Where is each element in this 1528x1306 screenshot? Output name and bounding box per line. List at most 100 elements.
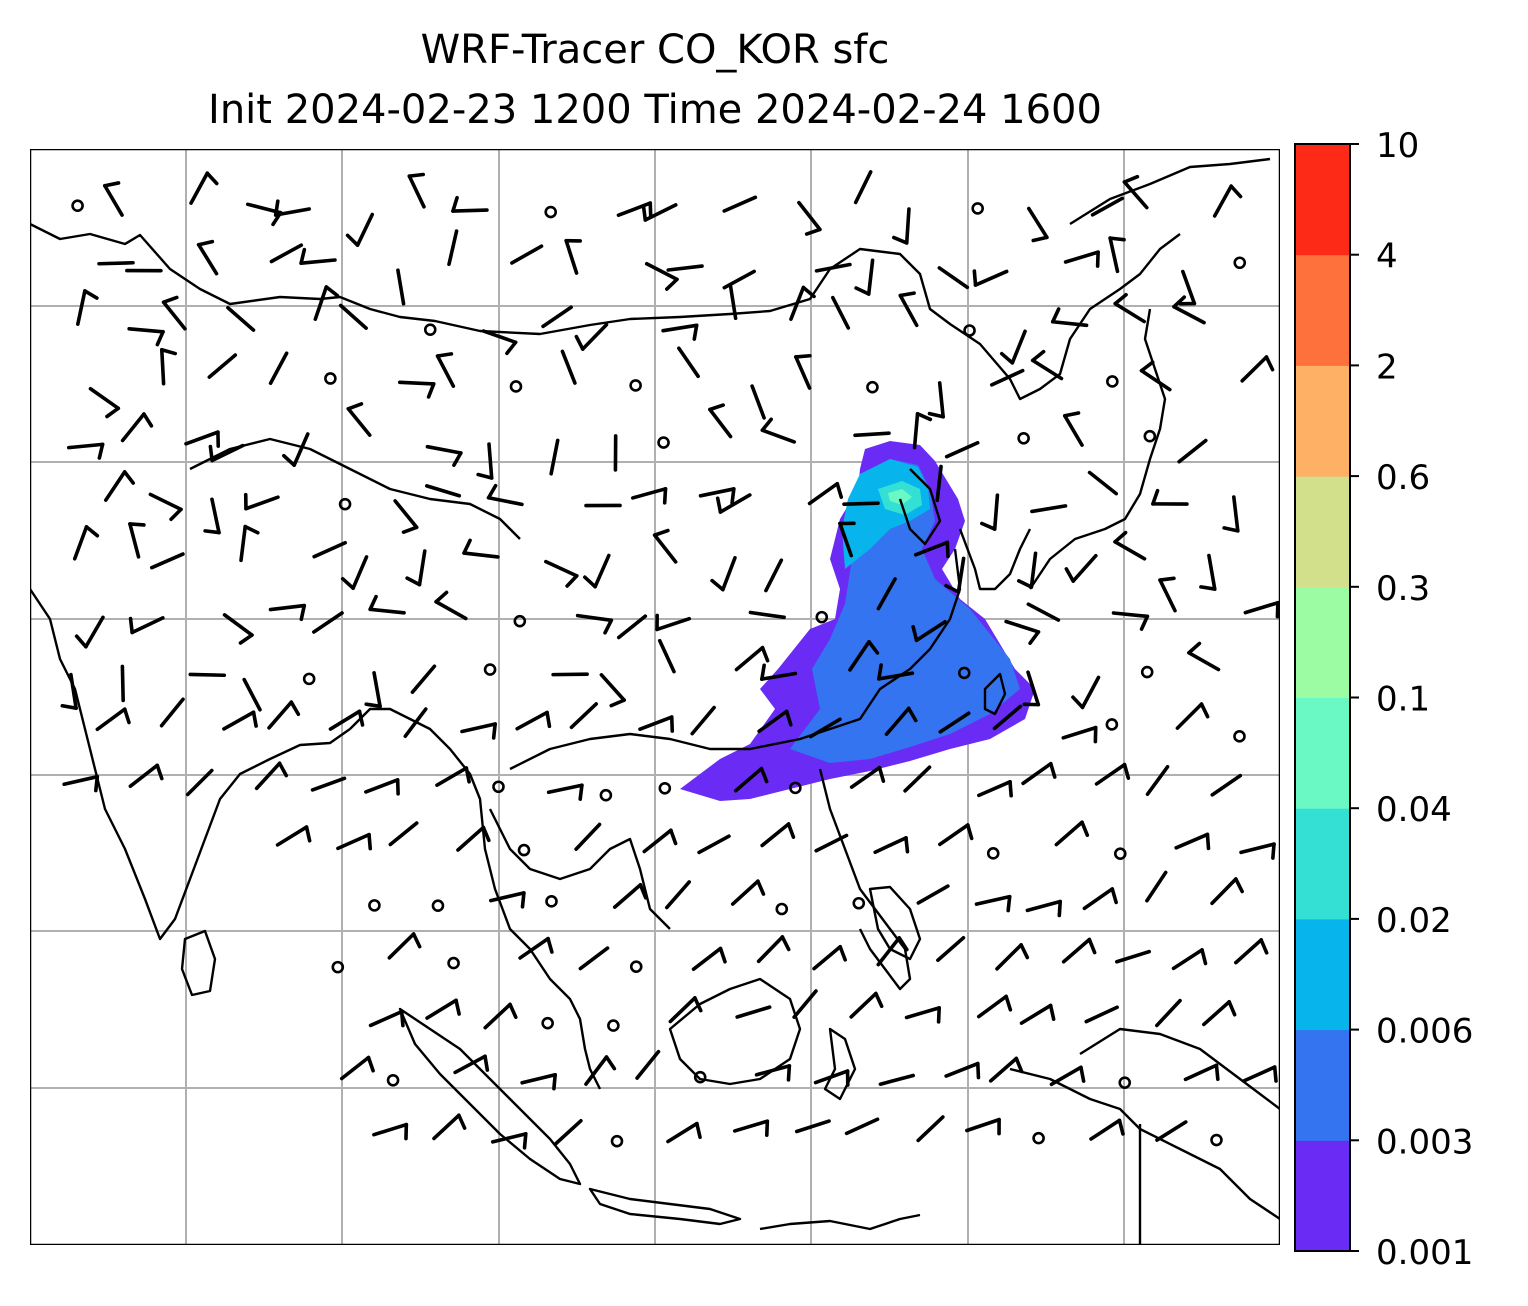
wind-barb bbox=[88, 386, 121, 411]
wind-barb bbox=[310, 776, 347, 792]
wind-barb-feather bbox=[718, 946, 727, 964]
colorbar-tick-label: 0.001 bbox=[1376, 1233, 1473, 1270]
calm-wind-marker bbox=[338, 497, 352, 511]
wind-barb-feather bbox=[169, 507, 183, 522]
coast-sri-lanka bbox=[180, 929, 217, 997]
wind-barb bbox=[403, 707, 428, 739]
wind-barb bbox=[760, 428, 797, 444]
wind-barb-feather bbox=[282, 453, 296, 467]
wind-barb-feather bbox=[838, 944, 847, 962]
wind-barb bbox=[159, 347, 166, 386]
wind-barb bbox=[553, 1119, 583, 1146]
wind-barb bbox=[642, 828, 673, 854]
wind-barb bbox=[299, 258, 337, 265]
wind-barb-feather bbox=[760, 417, 773, 433]
wind-barb-feather bbox=[911, 624, 919, 643]
wind-barb bbox=[760, 822, 791, 848]
colorbar-tick-label: 0.6 bbox=[1376, 458, 1430, 498]
wind-barb-feather bbox=[898, 291, 916, 298]
wind-barb bbox=[268, 351, 289, 386]
wind-barb-feather bbox=[892, 235, 909, 245]
wind-barb bbox=[630, 487, 668, 500]
wind-barb bbox=[128, 522, 141, 559]
wind-barb-feather bbox=[1080, 820, 1090, 837]
wind-barb bbox=[904, 207, 911, 245]
wind-barb bbox=[1187, 650, 1221, 672]
wind-barb-feather bbox=[399, 1009, 405, 1028]
wind-barb bbox=[664, 880, 692, 910]
colorbar-tick-label: 0.1 bbox=[1376, 680, 1430, 720]
wind-barb bbox=[1010, 329, 1027, 365]
wind-barb bbox=[273, 207, 311, 217]
wind-barb bbox=[698, 487, 736, 498]
wind-barb-feather bbox=[1200, 948, 1208, 966]
wind-barb bbox=[848, 639, 871, 672]
coast-malay-gulf bbox=[488, 808, 671, 930]
wind-barb bbox=[1175, 702, 1204, 730]
wind-barb bbox=[578, 946, 610, 971]
wind-barb bbox=[944, 440, 980, 459]
wind-barbs bbox=[60, 170, 1280, 1150]
wind-barb bbox=[76, 289, 87, 326]
wind-barb-feather bbox=[366, 1055, 375, 1073]
plume-level-4 bbox=[888, 489, 912, 505]
wind-barb bbox=[808, 717, 842, 739]
wind-barb bbox=[338, 303, 368, 330]
wind-barb bbox=[697, 834, 731, 855]
wind-barb bbox=[1030, 358, 1064, 381]
wind-barb bbox=[189, 171, 210, 205]
wind-barb bbox=[575, 613, 614, 623]
wind-barb bbox=[728, 282, 738, 321]
wind-barb bbox=[1155, 1120, 1188, 1142]
wind-barb-feather bbox=[975, 1061, 981, 1080]
wind-barb bbox=[1027, 206, 1049, 240]
wind-barb bbox=[410, 664, 437, 694]
wind-barb bbox=[1089, 1118, 1122, 1141]
wind-barb-feather bbox=[877, 765, 886, 783]
wind-barb bbox=[130, 616, 165, 635]
wind-barb-feather bbox=[364, 702, 382, 709]
wind-barb bbox=[1025, 899, 1063, 913]
wind-barb bbox=[661, 323, 699, 333]
wind-barb bbox=[916, 1115, 945, 1143]
wind-barb-feather bbox=[693, 996, 703, 1013]
wind-barb bbox=[1181, 269, 1197, 306]
calm-wind-marker bbox=[447, 956, 460, 970]
wind-barb bbox=[666, 264, 704, 272]
wind-barb bbox=[72, 525, 89, 561]
calm-wind-marker bbox=[1105, 718, 1119, 731]
wind-barb bbox=[515, 710, 549, 731]
wind-barb-feather bbox=[1064, 567, 1076, 583]
wind-barb-feather bbox=[708, 403, 725, 412]
wind-barb bbox=[708, 407, 733, 439]
wind-barb bbox=[546, 783, 584, 795]
wind-barb-feather bbox=[1108, 236, 1126, 242]
wind-barb-feather bbox=[1006, 894, 1012, 913]
wind-barb bbox=[161, 300, 187, 331]
wind-barb-feather bbox=[1004, 994, 1013, 1012]
wind-barb bbox=[690, 705, 716, 736]
wind-barb-feather bbox=[854, 286, 871, 296]
wind-barb bbox=[424, 484, 462, 498]
wind-barb-feather bbox=[648, 201, 653, 219]
wind-barb-feather bbox=[710, 578, 725, 592]
wind-barb bbox=[878, 1073, 916, 1087]
wind-barb-feather bbox=[155, 763, 164, 781]
wind-barb-feather bbox=[692, 323, 699, 341]
wind-barb-feather bbox=[877, 663, 883, 681]
calm-wind-marker bbox=[852, 896, 866, 910]
wind-barb bbox=[989, 368, 1025, 387]
wind-barb-feather bbox=[906, 706, 918, 723]
wind-barb-feather bbox=[122, 707, 131, 725]
wind-barb bbox=[1071, 553, 1098, 583]
wind-barb-feather bbox=[999, 351, 1015, 365]
wind-barb-feather bbox=[1113, 530, 1128, 544]
calm-wind-marker bbox=[544, 205, 558, 219]
wind-barb bbox=[226, 305, 256, 332]
wind-barb bbox=[1080, 675, 1101, 710]
wind-barb bbox=[722, 195, 758, 213]
wind-barb-feather bbox=[715, 496, 723, 514]
wind-barb-feather bbox=[208, 444, 214, 463]
wind-barb-feather bbox=[1158, 576, 1176, 582]
wind-barb-feather bbox=[508, 1002, 518, 1019]
